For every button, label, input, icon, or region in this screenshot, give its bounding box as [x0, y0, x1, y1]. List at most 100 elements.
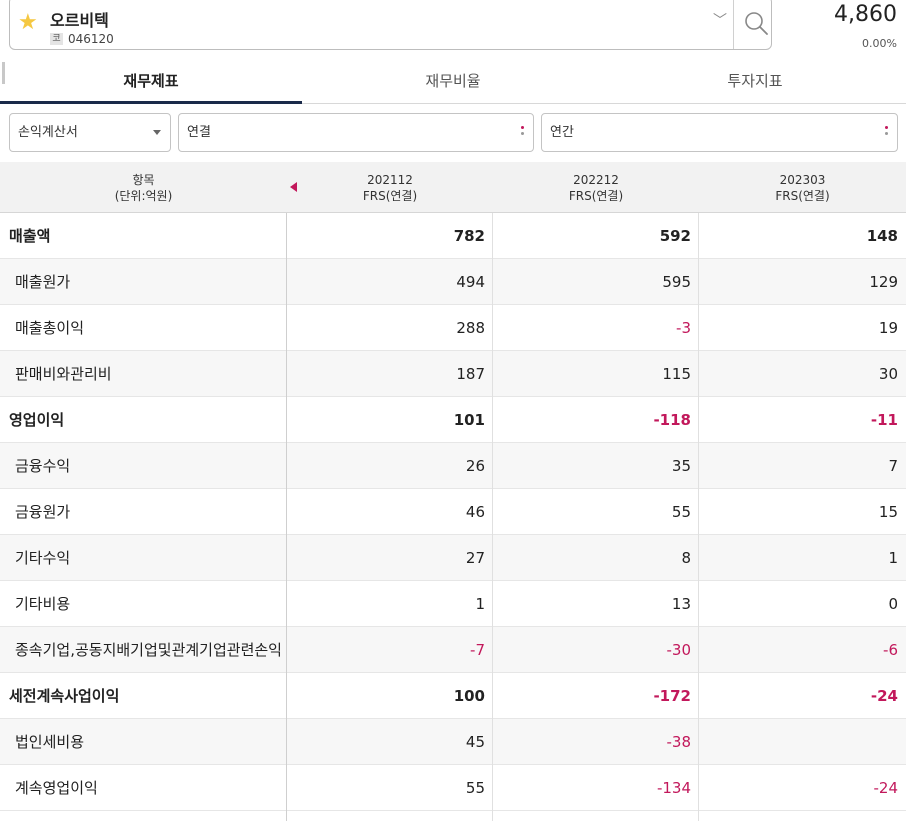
table-body: 매출액 782 592 148 매출원가 494 595 129 매출총이익 288 -3 19 판매비… — [0, 213, 906, 811]
row-label: 세전계속사업이익 — [9, 686, 120, 705]
tab-investment-indicators[interactable]: 투자지표 — [727, 72, 783, 90]
stock-search-box[interactable]: ★ 오르비텍 코 046120 ﹀ — [9, 0, 772, 50]
header-item-unit: (단위:억원) — [114, 189, 173, 203]
table-row[interactable]: 영업이익 101 -118 -11 — [0, 397, 906, 443]
row-value: -30 — [666, 641, 692, 659]
more-dots-icon — [521, 126, 525, 140]
row-label: 매출총이익 — [15, 318, 85, 337]
header: ★ 오르비텍 코 046120 ﹀ 4,860 0.00% — [0, 0, 906, 58]
column-divider — [492, 213, 493, 821]
table-row[interactable]: 기타비용 1 13 0 — [0, 581, 906, 627]
row-value: 15 — [878, 503, 898, 521]
row-value: -7 — [470, 641, 485, 659]
row-label: 금융원가 — [15, 502, 71, 521]
star-icon[interactable]: ★ — [18, 10, 38, 35]
table-row[interactable]: 금융원가 46 55 15 — [0, 489, 906, 535]
row-value: 1 — [888, 549, 898, 567]
caret-down-icon — [153, 130, 161, 135]
row-value: 101 — [453, 411, 485, 429]
row-value: -24 — [870, 687, 898, 705]
table-row[interactable]: 계속영업이익 55 -134 -24 — [0, 765, 906, 811]
row-value: 148 — [866, 227, 898, 245]
row-label: 매출원가 — [15, 272, 71, 291]
period-select-value: 연간 — [550, 125, 574, 140]
row-value: 100 — [453, 687, 485, 705]
table-row[interactable]: 세전계속사업이익 100 -172 -24 — [0, 673, 906, 719]
row-value: 46 — [465, 503, 485, 521]
table-row[interactable]: 종속기업,공동지배기업및관계기업관련손익 -7 -30 -6 — [0, 627, 906, 673]
code-badge: 코 — [50, 33, 63, 45]
search-icon[interactable] — [742, 9, 770, 37]
row-value: -3 — [676, 319, 691, 337]
table-row[interactable]: 매출총이익 288 -3 19 — [0, 305, 906, 351]
header-col-3: 202303 FRS(연결) — [699, 162, 906, 213]
table-header: 항목 (단위:억원) 202112 FRS(연결) 202212 FRS(연결)… — [0, 162, 906, 213]
row-label: 판매비와관리비 — [15, 364, 112, 383]
row-label: 계속영업이익 — [15, 778, 98, 797]
header-item-label: 항목 (단위:억원) — [0, 162, 287, 213]
current-price: 4,860 — [834, 2, 897, 27]
table-row[interactable]: 매출액 782 592 148 — [0, 213, 906, 259]
row-value: -6 — [883, 641, 898, 659]
row-label: 영업이익 — [9, 410, 65, 429]
row-label: 금융수익 — [15, 456, 71, 475]
row-value — [699, 719, 906, 765]
row-label: 기타수익 — [15, 548, 71, 567]
header-col-period: 202303 — [779, 173, 826, 187]
row-value: 288 — [456, 319, 485, 337]
row-value: 494 — [456, 273, 485, 291]
search-divider — [733, 0, 734, 49]
stock-name: 오르비텍 — [50, 11, 109, 30]
header-col-1: 202112 FRS(연결) — [287, 162, 493, 213]
row-value: 55 — [671, 503, 691, 521]
price-change: 0.00% — [862, 37, 897, 50]
row-value: -172 — [653, 687, 691, 705]
row-value: 1 — [475, 595, 485, 613]
header-col-type: FRS(연결) — [362, 189, 418, 203]
row-value: 8 — [681, 549, 691, 567]
statement-select-value: 손익계산서 — [18, 125, 78, 140]
consolidation-select-value: 연결 — [187, 125, 211, 140]
row-value: 55 — [465, 779, 485, 797]
side-panel-handle[interactable] — [2, 62, 5, 84]
row-value: -38 — [666, 733, 692, 751]
header-col-period: 202112 — [367, 173, 413, 187]
header-col-type: FRS(연결) — [568, 189, 624, 203]
row-value: 35 — [671, 457, 691, 475]
row-label: 기타비용 — [15, 594, 71, 613]
statement-select[interactable]: 손익계산서 — [9, 113, 171, 152]
row-label: 종속기업,공동지배기업및관계기업관련손익 — [15, 640, 282, 659]
more-dots-icon — [885, 126, 889, 140]
row-value: 26 — [465, 457, 485, 475]
row-value: 0 — [888, 595, 898, 613]
period-select[interactable]: 연간 — [541, 113, 898, 152]
column-divider — [698, 213, 699, 821]
row-value: 30 — [878, 365, 898, 383]
scroll-left-arrow-icon[interactable] — [290, 182, 297, 192]
table-row[interactable]: 매출원가 494 595 129 — [0, 259, 906, 305]
table-row[interactable]: 법인세비용 45 -38 — [0, 719, 906, 765]
row-value: 13 — [671, 595, 691, 613]
row-value: -11 — [870, 411, 898, 429]
table-row[interactable]: 금융수익 26 35 7 — [0, 443, 906, 489]
row-value: 782 — [453, 227, 485, 245]
chevron-down-icon[interactable]: ﹀ — [713, 13, 727, 29]
table-row[interactable]: 판매비와관리비 187 115 30 — [0, 351, 906, 397]
row-value: 19 — [878, 319, 898, 337]
row-value: -134 — [656, 779, 691, 797]
row-value: -24 — [873, 779, 899, 797]
header-col-2: 202212 FRS(연결) — [493, 162, 699, 213]
row-value: -118 — [653, 411, 691, 429]
header-col-type: FRS(연결) — [775, 189, 830, 203]
tab-bar: 재무제표 재무비율 투자지표 — [0, 58, 906, 104]
row-value: 27 — [465, 549, 485, 567]
row-value: 592 — [659, 227, 691, 245]
tab-financial-ratios[interactable]: 재무비율 — [425, 72, 481, 90]
tab-financial-statements[interactable]: 재무제표 — [0, 58, 302, 104]
row-label: 법인세비용 — [15, 732, 85, 751]
row-value: 595 — [662, 273, 691, 291]
table-row[interactable]: 기타수익 27 8 1 — [0, 535, 906, 581]
column-divider — [286, 213, 287, 821]
consolidation-select[interactable]: 연결 — [178, 113, 534, 152]
row-value: 45 — [465, 733, 485, 751]
